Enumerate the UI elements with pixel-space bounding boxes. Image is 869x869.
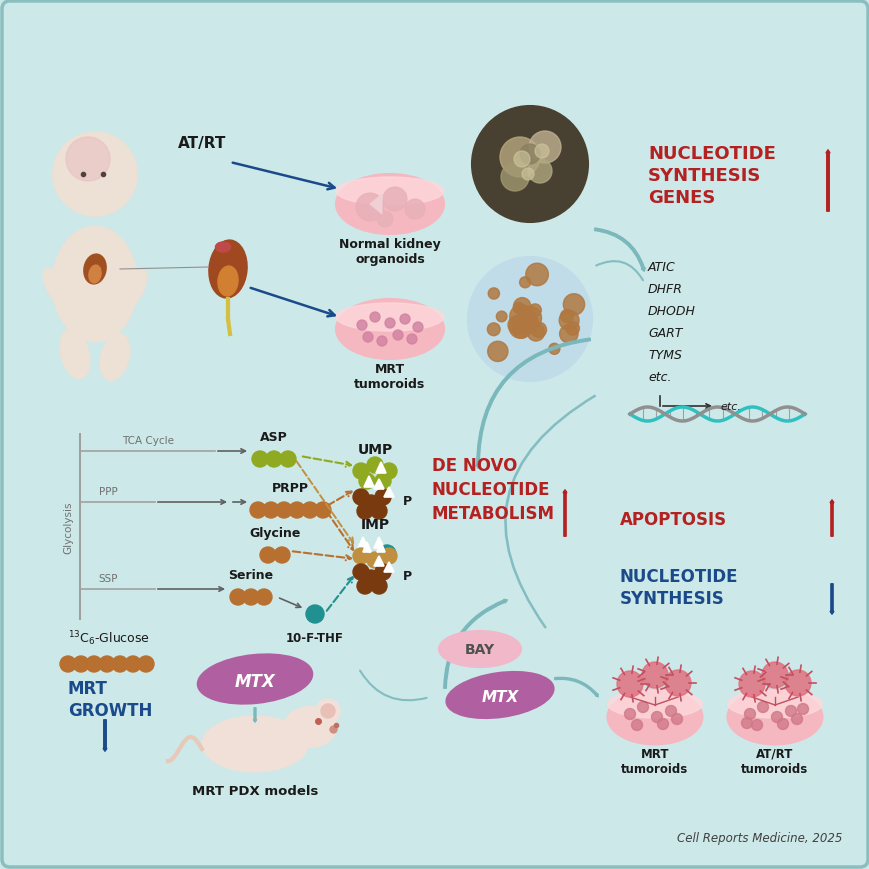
Ellipse shape <box>209 241 247 299</box>
Circle shape <box>738 671 764 697</box>
Circle shape <box>260 547 275 563</box>
Circle shape <box>289 502 305 519</box>
Ellipse shape <box>202 717 307 772</box>
Ellipse shape <box>335 303 443 332</box>
Circle shape <box>488 342 507 362</box>
Ellipse shape <box>43 269 73 311</box>
Text: MRT
tumoroids: MRT tumoroids <box>354 362 425 390</box>
Circle shape <box>370 503 387 520</box>
Ellipse shape <box>335 300 443 360</box>
Ellipse shape <box>335 175 443 235</box>
Text: AT/RT: AT/RT <box>178 136 226 151</box>
Circle shape <box>381 548 396 564</box>
Circle shape <box>353 564 368 580</box>
Ellipse shape <box>607 690 701 718</box>
Circle shape <box>274 547 289 563</box>
Circle shape <box>99 656 115 673</box>
Circle shape <box>266 452 282 468</box>
Text: DHODH: DHODH <box>647 305 695 318</box>
Text: MTX: MTX <box>235 673 275 690</box>
Circle shape <box>651 712 661 723</box>
Text: IMP: IMP <box>360 517 389 531</box>
Text: Serine: Serine <box>229 568 273 581</box>
Ellipse shape <box>100 335 129 381</box>
Circle shape <box>528 132 561 164</box>
Circle shape <box>376 336 387 347</box>
Circle shape <box>525 264 547 287</box>
Circle shape <box>73 656 89 673</box>
Ellipse shape <box>283 707 335 747</box>
Circle shape <box>306 606 323 623</box>
Circle shape <box>507 316 526 335</box>
Circle shape <box>559 325 577 343</box>
Circle shape <box>86 656 102 673</box>
Circle shape <box>367 457 382 474</box>
Circle shape <box>53 133 136 216</box>
Text: MRT
tumoroids: MRT tumoroids <box>620 747 688 775</box>
Circle shape <box>315 700 340 723</box>
Circle shape <box>413 322 422 333</box>
Text: 10-F-THF: 10-F-THF <box>286 631 343 644</box>
Circle shape <box>751 720 761 731</box>
Text: $^{13}$C$_6$-Glucose: $^{13}$C$_6$-Glucose <box>68 628 150 647</box>
Circle shape <box>791 713 801 725</box>
Circle shape <box>744 709 754 720</box>
Circle shape <box>518 309 528 320</box>
Circle shape <box>262 502 279 519</box>
Circle shape <box>671 713 681 725</box>
Circle shape <box>785 706 796 717</box>
Circle shape <box>797 704 807 714</box>
Ellipse shape <box>117 270 147 313</box>
Circle shape <box>559 311 579 331</box>
Polygon shape <box>363 476 374 488</box>
Circle shape <box>472 107 587 222</box>
Circle shape <box>353 463 368 480</box>
Text: NUCLEOTIDE
SYNTHESIS
GENES: NUCLEOTIDE SYNTHESIS GENES <box>647 145 775 207</box>
Circle shape <box>375 564 390 580</box>
Circle shape <box>515 314 533 330</box>
Circle shape <box>520 145 540 165</box>
Text: DHFR: DHFR <box>647 283 682 296</box>
Circle shape <box>355 194 383 222</box>
Circle shape <box>112 656 128 673</box>
Polygon shape <box>357 537 368 548</box>
Text: UMP: UMP <box>357 442 392 456</box>
Circle shape <box>521 169 534 181</box>
Circle shape <box>665 706 676 717</box>
Circle shape <box>356 579 373 594</box>
Polygon shape <box>374 537 383 548</box>
Ellipse shape <box>726 690 821 718</box>
Text: ATIC: ATIC <box>647 262 675 275</box>
Circle shape <box>242 589 259 606</box>
Text: MRT PDX models: MRT PDX models <box>191 784 318 797</box>
Circle shape <box>641 662 667 688</box>
Circle shape <box>375 489 390 506</box>
Text: AT/RT
tumoroids: AT/RT tumoroids <box>740 747 807 775</box>
Text: PPP: PPP <box>98 487 117 496</box>
Ellipse shape <box>197 654 312 704</box>
Circle shape <box>382 188 407 212</box>
Ellipse shape <box>607 690 701 745</box>
Circle shape <box>518 315 538 334</box>
Text: Glycine: Glycine <box>249 527 301 540</box>
Polygon shape <box>374 480 383 489</box>
Circle shape <box>377 546 395 563</box>
Circle shape <box>362 333 373 342</box>
Circle shape <box>249 502 266 519</box>
Circle shape <box>560 310 573 323</box>
Text: etc.: etc. <box>647 371 671 384</box>
Circle shape <box>777 719 787 730</box>
Circle shape <box>517 309 529 322</box>
Circle shape <box>393 330 402 341</box>
Ellipse shape <box>726 690 821 745</box>
Text: GART: GART <box>647 327 681 340</box>
Circle shape <box>514 152 529 168</box>
Circle shape <box>631 720 642 731</box>
Circle shape <box>367 553 382 568</box>
Circle shape <box>548 344 560 355</box>
Circle shape <box>376 212 393 228</box>
Text: PRPP: PRPP <box>271 481 308 494</box>
Circle shape <box>315 502 330 519</box>
Circle shape <box>523 315 537 329</box>
